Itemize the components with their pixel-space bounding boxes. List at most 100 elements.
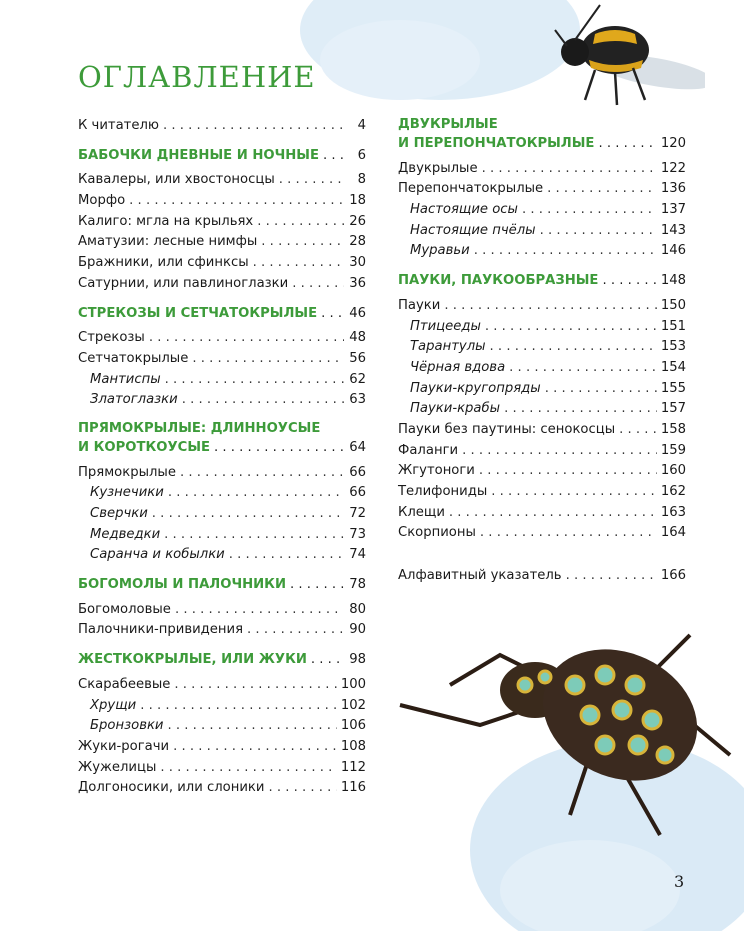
toc-entry-page: 73 (349, 526, 366, 542)
toc-entry-title: Мантиспы (90, 371, 161, 387)
toc-section[interactable]: И ПЕРЕПОНЧАТОКРЫЛЫЕ 120 (398, 134, 686, 155)
toc-entry[interactable]: Морфо 18 (78, 191, 366, 212)
dot-leader (480, 523, 657, 544)
toc-entry-page: 18 (349, 193, 366, 209)
toc-entry-title: Чёрная вдова (410, 359, 506, 375)
toc-entry-title: Скарабеевые (78, 676, 171, 692)
toc-entry[interactable]: Алфавитный указатель 166 (398, 566, 686, 587)
toc-entry[interactable]: Мантиспы 62 (78, 370, 366, 391)
toc-entry[interactable]: Телифониды 162 (398, 482, 686, 503)
toc-section[interactable]: ПАУКИ, ПАУКООБРАЗНЫЕ 148 (398, 271, 686, 292)
toc-entry-title: ПАУКИ, ПАУКООБРАЗНЫЕ (398, 273, 599, 289)
toc-entry[interactable]: Пауки 150 (398, 296, 686, 317)
page-title: ОГЛАВЛЕНИЕ (78, 60, 316, 94)
toc-section-heading-line: ДВУКРЫЛЫЕ (398, 117, 498, 132)
dot-leader (253, 253, 344, 274)
toc-section[interactable]: ЖЕСТКОКРЫЛЫЕ, ИЛИ ЖУКИ 98 (78, 650, 366, 671)
dot-leader (182, 390, 344, 411)
toc-entry-page: 66 (349, 464, 366, 480)
toc-entry-title: Пауки (398, 297, 441, 313)
toc-section[interactable]: БОГОМОЛЫ И ПАЛОЧНИКИ 78 (78, 575, 366, 596)
toc-entry-page: 108 (340, 738, 366, 754)
toc-entry-title: И ПЕРЕПОНЧАТОКРЫЛЫЕ (398, 136, 595, 151)
dot-leader (140, 696, 337, 717)
toc-entry-page: 8 (357, 172, 366, 188)
dot-leader (192, 349, 344, 370)
toc-entry[interactable]: Жгутоноги 160 (398, 461, 686, 482)
toc-entry[interactable]: Саранча и кобылки 74 (78, 545, 366, 566)
toc-section[interactable]: БАБОЧКИ ДНЕВНЫЕ И НОЧНЫЕ 6 (78, 146, 366, 167)
toc-entry[interactable]: Сатурнии, или павлиноглазки 36 (78, 274, 366, 295)
toc-entry[interactable]: К читателю 4 (78, 116, 366, 137)
toc-entry-title: Пауки-кругопряды (410, 380, 541, 396)
dot-leader (175, 600, 344, 621)
toc-entry[interactable]: Пауки-кругопряды 155 (398, 379, 686, 400)
toc-entry[interactable]: Перепончатокрылые 136 (398, 179, 686, 200)
toc-entry-title: И КОРОТКОУСЫЕ (78, 439, 210, 455)
dot-leader (173, 737, 337, 758)
toc-entry[interactable]: Пауки-крабы 157 (398, 399, 686, 420)
toc-entry[interactable]: Птицееды 151 (398, 317, 686, 338)
dot-leader (547, 179, 657, 200)
toc-entry[interactable]: Муравьи 146 (398, 241, 686, 262)
toc-entry[interactable]: Тарантулы 153 (398, 337, 686, 358)
toc-entry[interactable]: Настоящие пчёлы 143 (398, 221, 686, 242)
toc-entry[interactable]: Жужелицы 112 (78, 758, 366, 779)
toc-entry-page: 66 (349, 485, 366, 501)
toc-entry[interactable]: Златоглазки 63 (78, 390, 366, 411)
toc-entry[interactable]: Бронзовки 106 (78, 716, 366, 737)
toc-entry-page: 64 (349, 439, 366, 455)
toc-entry[interactable]: Клещи 163 (398, 503, 686, 524)
dot-leader (174, 675, 336, 696)
toc-entry[interactable]: Скарабеевые 100 (78, 675, 366, 696)
toc-entry[interactable]: Стрекозы 48 (78, 328, 366, 349)
dot-leader (164, 525, 344, 546)
toc-entry[interactable]: Сверчки 72 (78, 504, 366, 525)
toc-entry-title: Алфавитный указатель (398, 568, 562, 584)
toc-entry-title: Пауки-крабы (410, 401, 501, 417)
bumblebee-image (554, 4, 705, 106)
toc-entry[interactable]: Калиго: мгла на крыльях 26 (78, 212, 366, 233)
toc-entry[interactable]: Пауки без паутины: сенокосцы 158 (398, 420, 686, 441)
dot-leader (522, 200, 657, 221)
toc-entry[interactable]: Аматузии: лесные нимфы 28 (78, 232, 366, 253)
toc-entry[interactable]: Кавалеры, или хвостоносцы 8 (78, 170, 366, 191)
toc-entry[interactable]: Чёрная вдова 154 (398, 358, 686, 379)
dot-leader (479, 461, 657, 482)
dot-leader (214, 438, 344, 459)
toc-entry-title: Птицееды (410, 318, 481, 334)
toc-entry[interactable]: Медведки 73 (78, 525, 366, 546)
toc-entry[interactable]: Фаланги 159 (398, 441, 686, 462)
toc-entry[interactable]: Кузнечики 66 (78, 483, 366, 504)
toc-entry-title: Фаланги (398, 442, 459, 458)
toc-entry[interactable]: Сетчатокрылые 56 (78, 349, 366, 370)
toc-entry-page: 72 (349, 506, 366, 521)
dot-leader (504, 399, 657, 420)
dot-leader (619, 420, 657, 441)
toc-entry-page: 155 (660, 380, 686, 396)
dot-leader (229, 545, 344, 566)
toc-entry-title: БОГОМОЛЫ И ПАЛОЧНИКИ (78, 577, 286, 593)
toc-entry-page: 120 (660, 136, 686, 151)
toc-entry[interactable]: Хрущи 102 (78, 696, 366, 717)
toc-entry[interactable]: Бражники, или сфинксы 30 (78, 253, 366, 274)
watercolor-wash-top (300, 0, 580, 100)
toc-entry[interactable]: Двукрылые 122 (398, 159, 686, 180)
dot-leader (292, 274, 344, 295)
toc-entry-page: 48 (349, 330, 366, 346)
toc-entry[interactable]: Долгоносики, или слоники 116 (78, 778, 366, 799)
toc-entry[interactable]: Палочники-привидения 90 (78, 620, 366, 641)
toc-entry-page: 160 (660, 463, 686, 479)
toc-entry[interactable]: Жуки-рогачи 108 (78, 737, 366, 758)
toc-section[interactable]: И КОРОТКОУСЫЕ 64 (78, 438, 366, 459)
toc-section[interactable]: СТРЕКОЗЫ И СЕТЧАТОКРЫЛЫЕ 46 (78, 304, 366, 325)
dot-leader (602, 271, 656, 292)
toc-entry[interactable]: Настоящие осы 137 (398, 200, 686, 221)
toc-left-column: К читателю 4 БАБОЧКИ ДНЕВНЫЕ И НОЧНЫЕ 6 Кава… (78, 116, 366, 799)
toc-entry[interactable]: Богомоловые 80 (78, 600, 366, 621)
toc-entry-page: 102 (340, 697, 366, 713)
toc-entry[interactable]: Скорпионы 164 (398, 523, 686, 544)
toc-entry[interactable]: Прямокрылые 66 (78, 463, 366, 484)
toc-entry-title: Калиго: мгла на крыльях (78, 213, 254, 229)
dot-leader (257, 212, 344, 233)
